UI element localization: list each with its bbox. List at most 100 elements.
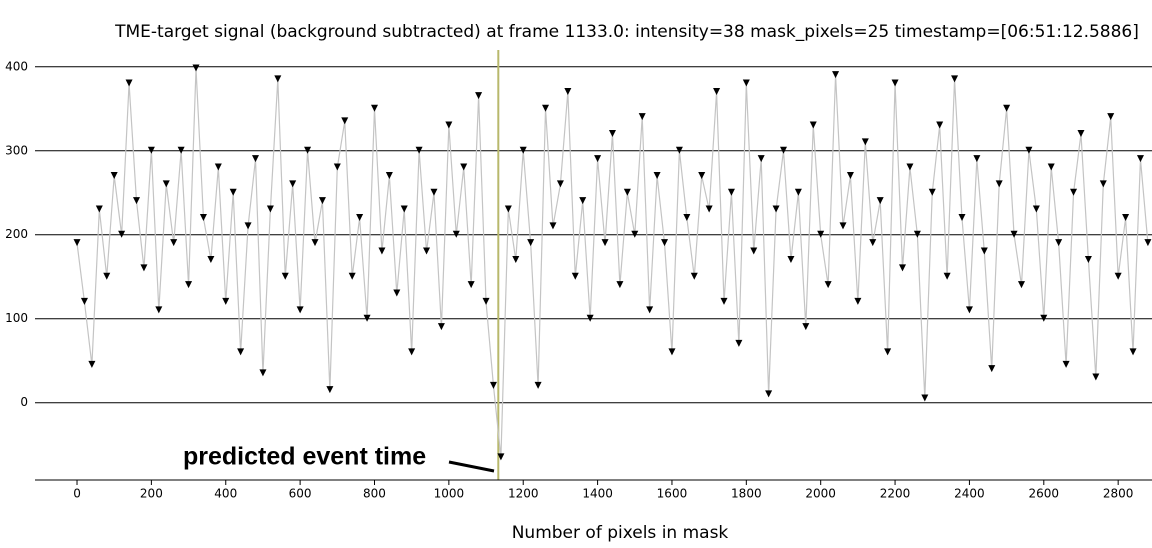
data-point	[1017, 281, 1025, 289]
data-point	[594, 155, 602, 163]
x-tick-label: 800	[363, 487, 386, 501]
data-point	[802, 323, 810, 331]
data-point	[1077, 129, 1085, 137]
signal-line	[76, 68, 1149, 458]
x-tick-label: 2600	[1029, 487, 1060, 501]
data-point	[951, 75, 959, 83]
data-point	[304, 146, 312, 154]
data-point	[1136, 155, 1144, 163]
data-point	[519, 146, 527, 154]
data-point	[177, 146, 185, 154]
data-point	[727, 188, 735, 196]
data-point	[251, 155, 259, 163]
data-point	[735, 339, 743, 347]
data-point	[80, 297, 88, 305]
data-point	[861, 138, 869, 146]
data-point	[170, 239, 178, 247]
data-point	[854, 297, 862, 305]
x-tick-label: 1200	[508, 487, 539, 501]
data-point	[586, 314, 594, 322]
data-point	[1040, 314, 1048, 322]
data-point	[370, 104, 378, 112]
data-point	[787, 255, 795, 263]
data-point	[832, 71, 840, 79]
data-point	[579, 197, 587, 205]
data-point	[73, 239, 81, 247]
data-point	[817, 230, 825, 238]
data-point	[839, 222, 847, 230]
data-point	[1010, 230, 1018, 238]
data-point	[333, 163, 341, 171]
data-point	[385, 171, 393, 179]
data-point	[1055, 239, 1063, 247]
data-point	[898, 264, 906, 272]
data-point	[296, 306, 304, 314]
data-point	[452, 230, 460, 238]
data-point	[445, 121, 453, 129]
data-point	[110, 171, 118, 179]
data-point	[534, 381, 542, 389]
data-point	[125, 79, 133, 87]
data-point	[936, 121, 944, 129]
x-tick-label: 2200	[880, 487, 911, 501]
data-point	[980, 247, 988, 255]
data-point	[921, 394, 929, 402]
data-point	[846, 171, 854, 179]
data-point	[207, 255, 215, 263]
data-point	[527, 239, 535, 247]
data-point	[244, 222, 252, 230]
data-point	[653, 171, 661, 179]
annotation: predicted event time	[183, 443, 426, 471]
data-point	[683, 213, 691, 221]
data-point	[1032, 205, 1040, 213]
data-point	[259, 369, 267, 377]
data-point	[571, 272, 579, 280]
data-point	[318, 197, 326, 205]
data-point	[311, 239, 319, 247]
data-point	[430, 188, 438, 196]
data-point	[750, 247, 758, 255]
data-point	[504, 205, 512, 213]
data-point	[356, 213, 364, 221]
data-point	[988, 365, 996, 373]
data-point	[281, 272, 289, 280]
data-point	[601, 239, 609, 247]
x-axis-label: Number of pixels in mask	[512, 523, 729, 543]
x-tick-label: 1000	[434, 487, 465, 501]
data-point	[757, 155, 765, 163]
x-tick-label: 1400	[582, 487, 613, 501]
data-point	[995, 180, 1003, 188]
data-point	[363, 314, 371, 322]
data-point	[103, 272, 111, 280]
data-point	[913, 230, 921, 238]
data-point	[274, 75, 282, 83]
x-tick-label: 2400	[954, 487, 985, 501]
data-point	[549, 222, 557, 230]
y-tick-label: 0	[20, 395, 28, 409]
data-point	[638, 113, 646, 121]
data-point	[489, 381, 497, 389]
data-point	[497, 453, 505, 461]
data-point	[809, 121, 817, 129]
data-point	[133, 197, 141, 205]
data-point	[482, 297, 490, 305]
data-point	[616, 281, 624, 289]
data-point	[869, 239, 877, 247]
data-point	[965, 306, 973, 314]
x-tick-label: 1800	[731, 487, 762, 501]
data-point	[1025, 146, 1033, 154]
data-point	[512, 255, 520, 263]
annotation-arrow	[448, 460, 495, 473]
x-tick-label: 0	[73, 487, 81, 501]
data-point	[199, 213, 207, 221]
data-point	[973, 155, 981, 163]
data-point	[713, 87, 721, 95]
data-point	[564, 87, 572, 95]
data-point	[88, 360, 96, 368]
data-point	[780, 146, 788, 154]
data-point	[690, 272, 698, 280]
data-point	[608, 129, 616, 137]
data-point	[876, 197, 884, 205]
data-point	[1070, 188, 1078, 196]
